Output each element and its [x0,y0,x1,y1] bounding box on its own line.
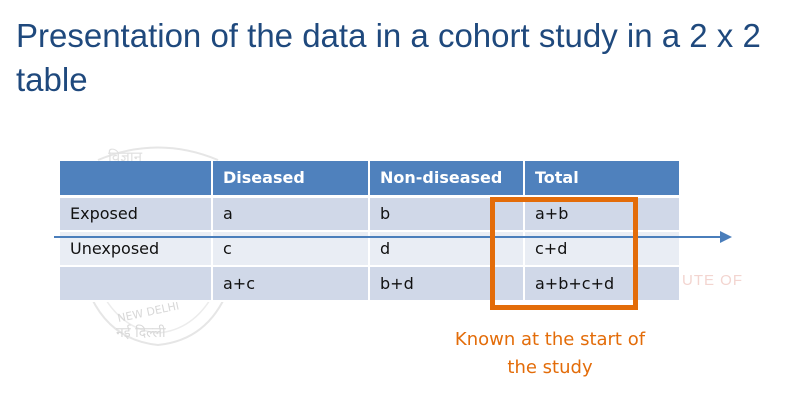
arrow-right-icon [720,231,732,243]
table-row-exposed: Exposed a b a+b [60,196,681,232]
row-label-totals [60,266,213,302]
time-arrow-line [54,236,722,238]
total-column-highlight-box [490,197,638,310]
slide-title: Presentation of the data in a cohort stu… [16,17,761,98]
header-cell-non-diseased: Non-diseased [369,161,525,198]
cell-grand-total: a+b+c+d [524,266,681,302]
header-cell-blank [60,161,213,198]
highlight-note: Known at the start of the study [454,329,646,378]
cell-b: b [369,196,525,232]
cell-a-plus-b: a+b [524,196,681,232]
header-cell-total: Total [524,161,681,198]
cell-a: a [212,196,370,232]
cell-b-plus-d: b+d [369,266,525,302]
watermark-side-text: UTE OF [682,272,743,289]
seal-hindi-text: नई दिल्ली [116,324,166,341]
cohort-2x2-table: Diseased Non-diseased Total Exposed a b … [60,161,681,302]
cell-a-plus-c: a+c [212,266,370,302]
table-header-row: Diseased Non-diseased Total [60,161,681,198]
row-label-unexposed: Unexposed [60,231,213,267]
header-cell-diseased: Diseased [212,161,370,198]
table-row-totals: a+c b+d a+b+c+d [60,266,681,302]
seal-english-text: NEW DELHI [116,299,180,325]
row-label-exposed: Exposed [60,196,213,232]
